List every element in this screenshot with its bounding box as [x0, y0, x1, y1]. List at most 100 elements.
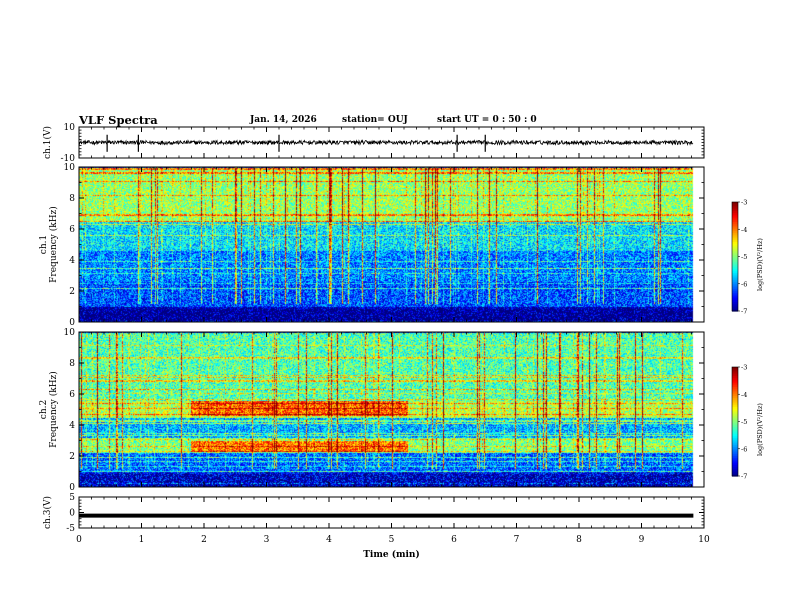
colorbar-swatch	[732, 381, 738, 384]
colorbar-swatch	[732, 426, 738, 430]
x-tick-label: 1	[139, 535, 145, 545]
colorbar-swatch	[732, 452, 738, 455]
colorbar-swatch	[732, 214, 738, 218]
colorbar-tick-label: -4	[741, 226, 747, 234]
x-tick-label: 5	[389, 535, 395, 545]
colorbar-swatch	[732, 423, 738, 426]
colorbar-swatch	[732, 459, 738, 463]
ch2-spectrogram-canvas	[79, 332, 704, 487]
colorbar-swatch	[732, 245, 738, 249]
colorbar-swatch	[732, 203, 738, 207]
x-tick-label: 0	[76, 535, 82, 545]
colorbar-label: log(PSD)(V²/Hz)	[756, 403, 764, 456]
colorbar-swatch	[732, 296, 738, 299]
ch1-ylabel: ch.1(V)	[42, 126, 53, 159]
colorbar-swatch	[732, 367, 738, 370]
colorbar-swatch	[732, 450, 738, 453]
colorbar-swatch	[732, 466, 738, 470]
colorbar-swatch	[732, 408, 738, 412]
colorbar-swatch	[732, 439, 738, 443]
colorbar-swatch	[732, 218, 738, 221]
colorbar-swatch	[732, 263, 738, 267]
start-time-label: start UT = 0 : 50 : 0	[437, 115, 537, 125]
y-tick-label: 8	[69, 359, 75, 369]
colorbar-swatch	[732, 254, 738, 258]
chart-title: VLF Spectra	[79, 113, 158, 127]
colorbar-label: log(PSD)(V²/Hz)	[756, 238, 764, 291]
y-tick-label: -10	[61, 154, 76, 164]
colorbar-swatch	[732, 292, 738, 296]
colorbar-swatch	[732, 465, 738, 468]
colorbar-swatch	[732, 385, 738, 388]
x-tick-label: 6	[451, 535, 457, 545]
y-tick-label: 5	[69, 493, 75, 503]
colorbar-swatch	[732, 370, 738, 374]
ch1-trace	[79, 139, 694, 146]
colorbar-swatch	[732, 436, 738, 439]
ch3-waveform-x-ticks: 0 1 2 3 4 5 6 7 8 9 10	[76, 497, 710, 545]
colorbar-swatch	[732, 256, 738, 259]
colorbar-swatch	[732, 265, 738, 268]
colorbar-swatch	[732, 448, 738, 452]
colorbar-swatch	[732, 298, 738, 301]
colorbar-swatch	[732, 470, 738, 473]
colorbar-swatch	[732, 468, 738, 472]
colorbar-swatch	[732, 287, 738, 290]
ch1-spectrogram-colorbar: -3 -4 -5 -6 -7 log(PSD)(V²/Hz)	[731, 199, 764, 316]
colorbar-tick-label: -7	[741, 473, 747, 481]
y-tick-label: 4	[69, 421, 75, 431]
x-tick-label: 7	[514, 535, 520, 545]
colorbar-swatch	[732, 445, 738, 448]
colorbar-swatch	[732, 216, 738, 219]
colorbar-swatch	[732, 305, 738, 308]
ch1-spectrogram-x-ticks	[78, 167, 705, 322]
colorbar-swatch	[732, 281, 738, 285]
ch1-spectrogram-channel-label: ch.1	[39, 235, 49, 254]
colorbar-swatch	[732, 419, 738, 423]
colorbar-swatch	[732, 223, 738, 227]
colorbar-swatch	[732, 212, 738, 216]
ch1-spectrogram-panel	[79, 167, 704, 322]
colorbar-swatch	[732, 261, 738, 265]
colorbar-swatch	[732, 241, 738, 245]
y-tick-label: 6	[69, 225, 75, 235]
colorbar-swatch	[732, 376, 738, 379]
y-tick-label: 10	[64, 163, 76, 173]
x-tick-label: 10	[698, 535, 710, 545]
y-tick-label: 0	[69, 483, 75, 493]
x-tick-label: 9	[639, 535, 645, 545]
colorbar-swatch	[732, 236, 738, 239]
y-tick-label: 2	[69, 452, 75, 462]
colorbar-swatch	[732, 399, 738, 403]
x-tick-label: 3	[264, 535, 270, 545]
ch2-spectrogram-image	[79, 332, 704, 487]
colorbar-swatch	[732, 249, 738, 252]
colorbar-swatch	[732, 377, 738, 381]
colorbar-swatch	[732, 401, 738, 404]
colorbar-swatch	[732, 390, 738, 394]
ch2-spectrogram-panel	[79, 332, 704, 487]
colorbar-swatch	[732, 211, 738, 214]
ch1-waveform-x-ticks	[78, 127, 705, 158]
colorbar-tick-label: -3	[741, 199, 747, 207]
station-label: station= OUJ	[342, 115, 408, 125]
colorbar-swatch	[732, 202, 738, 205]
x-tick-label: 4	[326, 535, 332, 545]
colorbar-swatch	[732, 289, 738, 292]
colorbar-swatch	[732, 258, 738, 261]
colorbar-swatch	[732, 379, 738, 383]
y-tick-label: 6	[69, 390, 75, 400]
colorbar-swatch	[732, 276, 738, 279]
colorbar-swatch	[732, 309, 738, 312]
colorbar-swatch	[732, 283, 738, 287]
colorbar-swatch	[732, 252, 738, 256]
colorbar-tick-label: -6	[741, 445, 747, 453]
colorbar-swatch	[732, 209, 738, 212]
colorbar-swatch	[732, 251, 738, 254]
colorbar-swatch	[732, 260, 738, 263]
colorbar-swatch	[732, 414, 738, 417]
colorbar-tick-label: -3	[741, 364, 747, 372]
colorbar-swatch	[732, 434, 738, 437]
